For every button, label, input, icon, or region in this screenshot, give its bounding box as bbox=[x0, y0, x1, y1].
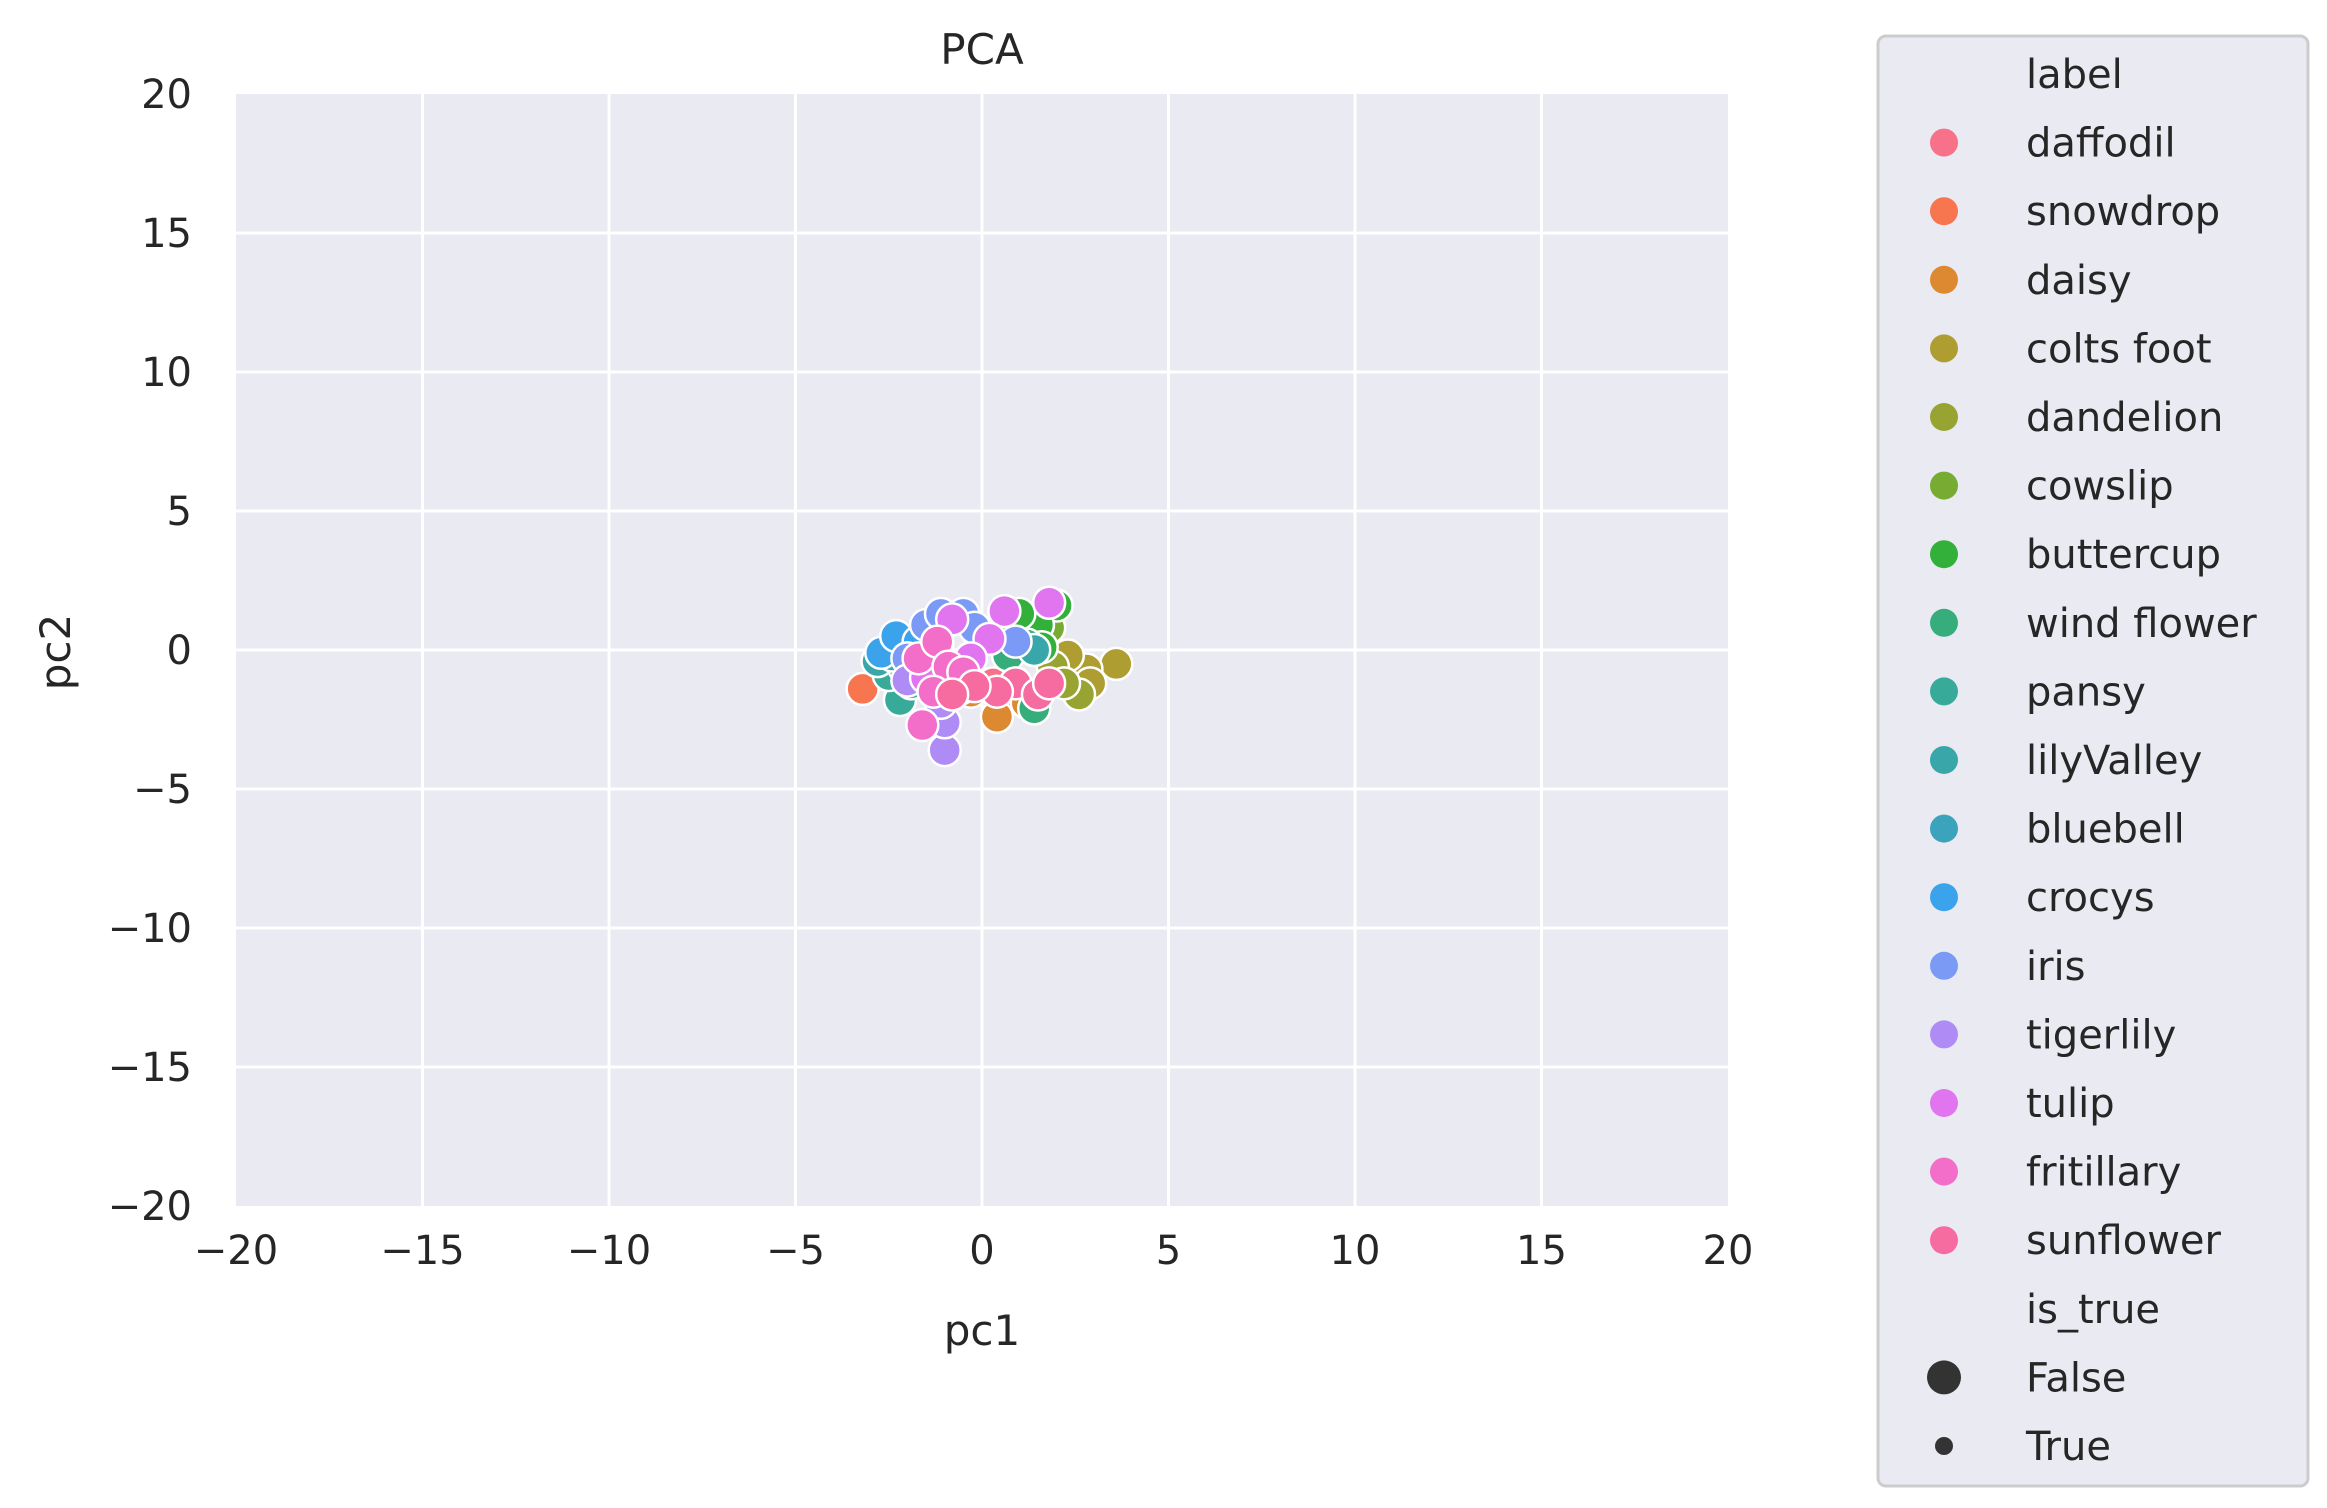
legend-size-title: is_true bbox=[2026, 1287, 2160, 1333]
legend-marker bbox=[1930, 1226, 1958, 1255]
scatter-point-sunflower bbox=[1031, 666, 1067, 701]
y-tick-label: −15 bbox=[108, 1045, 192, 1091]
y-tick-label: −20 bbox=[108, 1184, 192, 1230]
legend-marker bbox=[1930, 471, 1958, 500]
legend-marker bbox=[1930, 265, 1958, 294]
legend-marker bbox=[1930, 814, 1958, 843]
scatter-point-sunflower bbox=[934, 677, 970, 712]
x-tick-label: 15 bbox=[1516, 1228, 1567, 1274]
chart-title: PCA bbox=[940, 25, 1024, 74]
x-tick-label: 20 bbox=[1703, 1228, 1754, 1274]
legend-label: wind flower bbox=[2026, 601, 2257, 647]
legend-label: buttercup bbox=[2026, 532, 2221, 578]
legend-label: bluebell bbox=[2026, 807, 2185, 853]
legend-marker bbox=[1930, 1157, 1958, 1186]
data-points bbox=[845, 585, 1134, 768]
legend-marker bbox=[1930, 1089, 1958, 1117]
legend-label: lilyValley bbox=[2026, 738, 2202, 784]
legend-size-marker bbox=[1935, 1437, 1953, 1455]
legend-label: cowslip bbox=[2026, 464, 2174, 510]
legend-marker bbox=[1930, 403, 1958, 431]
x-tick-label: −10 bbox=[567, 1228, 651, 1274]
scatter-point-tulip bbox=[1031, 585, 1067, 620]
legend-marker bbox=[1930, 951, 1958, 980]
y-tick-label: 15 bbox=[141, 211, 192, 257]
legend-label: dandelion bbox=[2026, 395, 2223, 441]
legend-label: iris bbox=[2026, 944, 2086, 990]
legend-label: fritillary bbox=[2026, 1150, 2181, 1196]
legend-marker bbox=[1930, 540, 1958, 569]
legend-label: colts foot bbox=[2026, 326, 2212, 372]
legend-hue-title: label bbox=[2026, 52, 2123, 98]
legend-box bbox=[1876, 34, 2310, 1488]
y-tick-label: −5 bbox=[133, 767, 192, 813]
legend: label daffodil snowdrop daisy colts foot dan… bbox=[1876, 34, 2310, 1488]
legend-label: tulip bbox=[2026, 1081, 2115, 1127]
y-tick-label: 20 bbox=[141, 72, 192, 118]
legend-marker bbox=[1930, 608, 1958, 637]
x-axis-label: pc1 bbox=[944, 1306, 1020, 1355]
legend-label: daffodil bbox=[2026, 121, 2176, 167]
x-tick-label: 5 bbox=[1156, 1228, 1181, 1274]
legend-marker bbox=[1930, 334, 1958, 363]
legend-entries: daffodil snowdrop daisy colts foot dandelion… bbox=[1930, 121, 2257, 1264]
scatter-point-fritillary bbox=[905, 707, 940, 743]
legend-size-entries: False True bbox=[1927, 1355, 2126, 1470]
y-tick-label: 5 bbox=[167, 489, 192, 535]
y-tick-label: −10 bbox=[108, 906, 192, 952]
legend-label: tigerlily bbox=[2026, 1012, 2176, 1058]
x-tick-label: −5 bbox=[766, 1228, 825, 1274]
legend-marker bbox=[1930, 746, 1958, 774]
legend-label: crocys bbox=[2026, 875, 2155, 921]
y-axis-label: pc2 bbox=[31, 614, 80, 690]
y-tick-label: 10 bbox=[141, 350, 192, 396]
legend-marker bbox=[1930, 677, 1958, 706]
legend-marker bbox=[1930, 128, 1958, 157]
x-tick-label: 0 bbox=[969, 1228, 994, 1274]
legend-size-marker bbox=[1927, 1360, 1961, 1395]
legend-size-label: True bbox=[2025, 1424, 2111, 1470]
legend-label: snowdrop bbox=[2026, 189, 2220, 235]
x-tick-label: −20 bbox=[194, 1228, 278, 1274]
legend-marker bbox=[1930, 883, 1958, 912]
legend-marker bbox=[1930, 1020, 1958, 1049]
x-tick-label: −15 bbox=[380, 1228, 464, 1274]
legend-label: pansy bbox=[2026, 669, 2146, 715]
x-tick-labels: −20 −15 −10 −5 0 5 10 15 20 bbox=[194, 1228, 1754, 1274]
legend-size-label: False bbox=[2026, 1355, 2126, 1401]
legend-marker bbox=[1930, 197, 1958, 226]
y-tick-labels: −20 −15 −10 −5 0 5 10 15 20 bbox=[108, 72, 192, 1230]
x-tick-label: 10 bbox=[1330, 1228, 1381, 1274]
y-tick-label: 0 bbox=[167, 628, 192, 674]
legend-label: sunflower bbox=[2026, 1218, 2222, 1264]
scatter-point-tulip bbox=[987, 593, 1022, 629]
legend-label: daisy bbox=[2026, 258, 2132, 304]
